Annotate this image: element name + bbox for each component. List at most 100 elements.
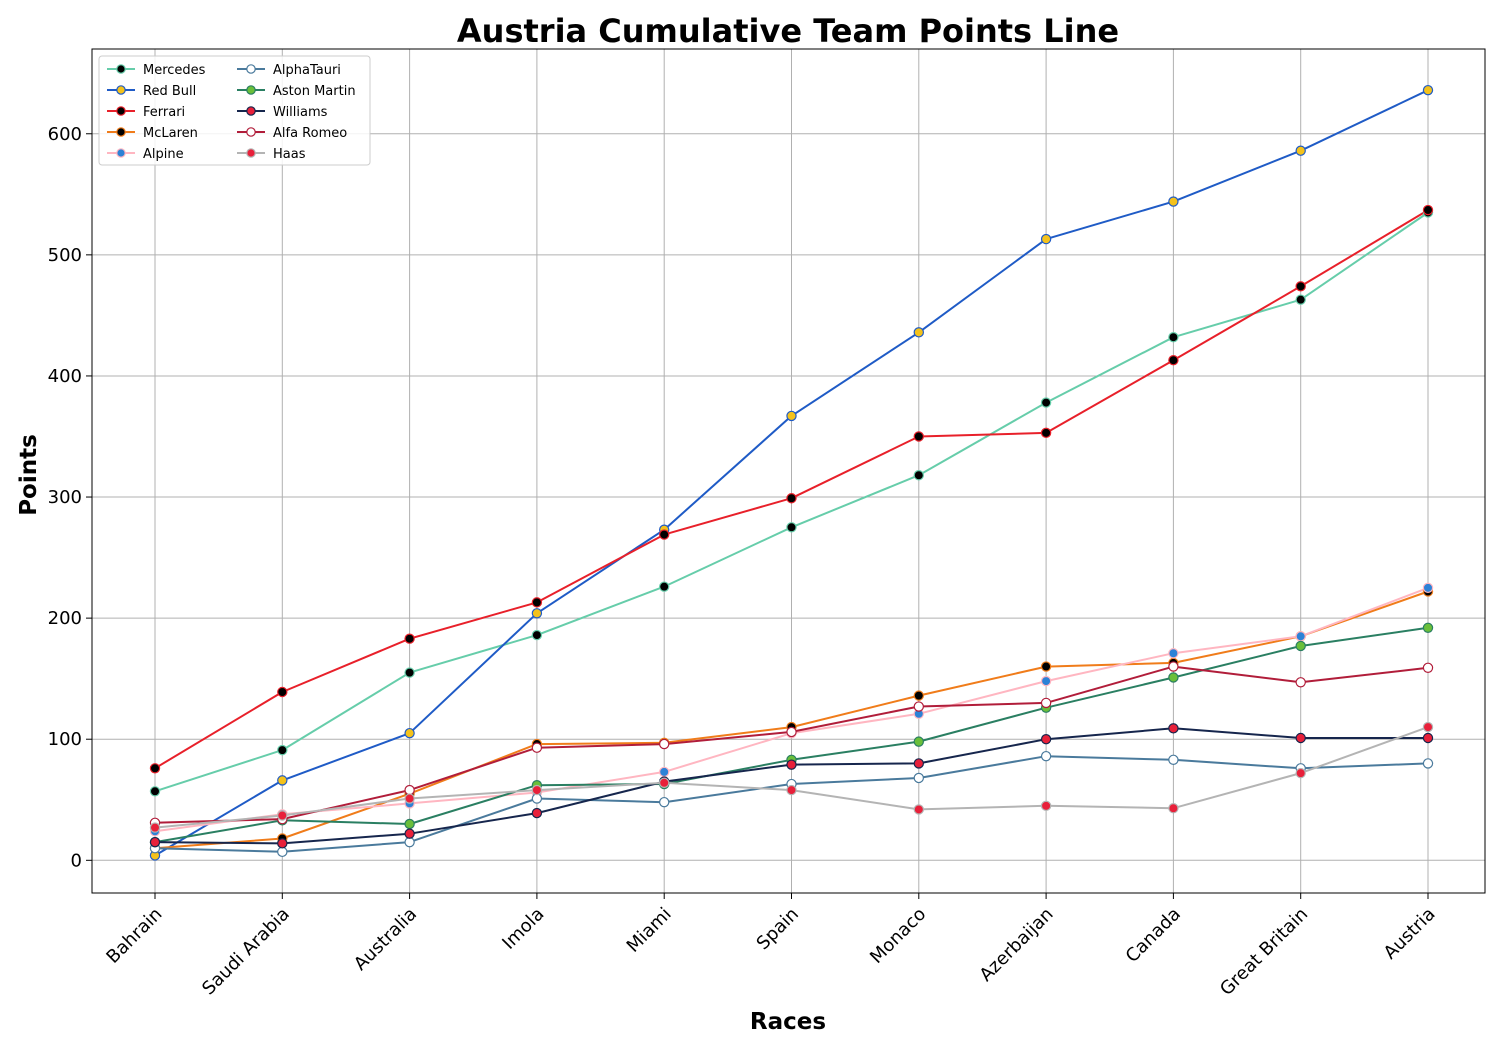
data-point-ferrari [1168, 355, 1179, 366]
data-point-alphatauri [1422, 758, 1434, 769]
data-point-williams [913, 758, 925, 769]
data-point-red-bull [1040, 233, 1052, 245]
data-point-alpine [1295, 631, 1306, 642]
data-point-alpine [1422, 582, 1434, 594]
data-point-mercedes [1295, 294, 1306, 305]
x-tick-label: Austria [1380, 904, 1440, 964]
data-point-haas [1422, 721, 1434, 733]
data-point-ferrari [659, 529, 670, 540]
y-tick-label: 0 [71, 850, 82, 871]
data-point-williams [149, 836, 161, 848]
data-point-haas [1168, 803, 1179, 814]
data-point-mercedes [1040, 397, 1052, 408]
data-point-mclaren [913, 690, 925, 701]
legend-label-aston-martin: Aston Martin [273, 84, 356, 99]
data-point-williams [786, 759, 797, 770]
data-point-alfa-romeo [786, 726, 797, 738]
y-axis-ticks: 0 100 200 300 400 500 600 [48, 124, 92, 871]
data-point-alphatauri [659, 796, 670, 808]
data-point-alpine [1040, 675, 1052, 687]
x-tick-label: Saudi Arabia [198, 904, 294, 1000]
data-point-aston-martin [1168, 672, 1179, 683]
legend-swatch-marker-alfa-romeo [246, 127, 256, 137]
data-point-williams [1422, 732, 1434, 744]
y-tick-label: 300 [48, 487, 82, 508]
data-point-williams [1168, 723, 1179, 734]
data-point-ferrari [1422, 204, 1434, 216]
data-point-ferrari [1295, 281, 1306, 292]
data-point-alpine [659, 766, 670, 778]
x-tick-label: Monaco [866, 904, 930, 968]
y-tick-label: 600 [48, 124, 82, 145]
legend-swatch-marker-ferrari [116, 106, 126, 116]
legend-label-mercedes: Mercedes [143, 63, 206, 78]
x-tick-label: Great Britain [1216, 904, 1312, 1000]
legend-label-williams: Williams [273, 105, 328, 120]
data-point-mercedes [149, 786, 161, 797]
chart-title: Austria Cumulative Team Points Line [457, 12, 1119, 50]
data-point-alphatauri [404, 836, 415, 848]
data-point-mercedes [531, 629, 543, 641]
data-point-mercedes [786, 522, 797, 533]
legend-label-alfa-romeo: Alfa Romeo [273, 126, 347, 141]
y-tick-label: 500 [48, 245, 82, 266]
data-point-alfa-romeo [1295, 677, 1306, 688]
x-axis-ticks: Bahrain Saudi Arabia Australia Imola Miami Sp… [102, 893, 1440, 1000]
data-point-ferrari [531, 597, 543, 608]
data-point-alfa-romeo [531, 742, 543, 753]
data-point-alfa-romeo [913, 701, 925, 712]
data-point-ferrari [149, 763, 161, 774]
data-point-ferrari [786, 493, 797, 504]
data-point-williams [277, 838, 288, 849]
data-point-red-bull [404, 727, 415, 739]
data-point-red-bull [277, 775, 288, 786]
legend-swatch-marker-aston-martin [246, 85, 256, 95]
legend-label-alphatauri: AlphaTauri [273, 63, 341, 78]
data-point-haas [149, 822, 161, 833]
legend: Mercedes Red Bull Ferrari McLaren Alpine Alph… [98, 55, 371, 166]
data-point-williams [404, 828, 415, 839]
x-tick-label: Spain [753, 904, 803, 954]
data-point-ferrari [277, 686, 288, 698]
y-tick-label: 200 [48, 608, 82, 629]
y-axis-label: Points [16, 434, 42, 516]
data-point-red-bull [1295, 145, 1306, 156]
data-point-aston-martin [404, 818, 415, 830]
data-point-alpine [1168, 648, 1179, 659]
x-tick-label: Miami [623, 904, 676, 957]
legend-label-red-bull: Red Bull [143, 84, 196, 99]
legend-label-ferrari: Ferrari [143, 105, 185, 120]
data-point-aston-martin [1422, 622, 1434, 634]
x-axis-label: Races [750, 1009, 826, 1035]
data-point-red-bull [531, 608, 543, 619]
legend-box [98, 55, 371, 166]
data-point-mercedes [277, 744, 288, 756]
data-point-haas [277, 810, 288, 821]
x-tick-label: Canada [1122, 904, 1185, 967]
legend-swatch-marker-mclaren [116, 127, 126, 137]
data-point-haas [1295, 767, 1306, 779]
data-point-ferrari [404, 633, 415, 644]
data-point-mercedes [659, 581, 670, 592]
data-point-ferrari [1040, 427, 1052, 439]
data-point-williams [1040, 734, 1052, 745]
data-point-alfa-romeo [659, 738, 670, 750]
data-point-alphatauri [1040, 750, 1052, 762]
legend-swatch-marker-mercedes [116, 64, 126, 74]
legend-swatch-marker-red-bull [116, 85, 126, 95]
data-point-haas [659, 777, 670, 789]
y-tick-label: 400 [48, 366, 82, 387]
legend-label-alpine: Alpine [143, 147, 184, 162]
data-point-ferrari [913, 431, 925, 442]
data-point-alfa-romeo [1168, 661, 1179, 672]
data-point-williams [1295, 732, 1306, 744]
data-point-haas [404, 793, 415, 804]
data-point-alfa-romeo [1422, 662, 1434, 673]
data-point-alphatauri [531, 793, 543, 804]
x-tick-label: Azerbaijan [976, 904, 1058, 986]
data-point-williams [531, 807, 543, 819]
data-point-mercedes [404, 667, 415, 678]
data-point-red-bull [913, 327, 925, 338]
data-point-haas [531, 784, 543, 796]
